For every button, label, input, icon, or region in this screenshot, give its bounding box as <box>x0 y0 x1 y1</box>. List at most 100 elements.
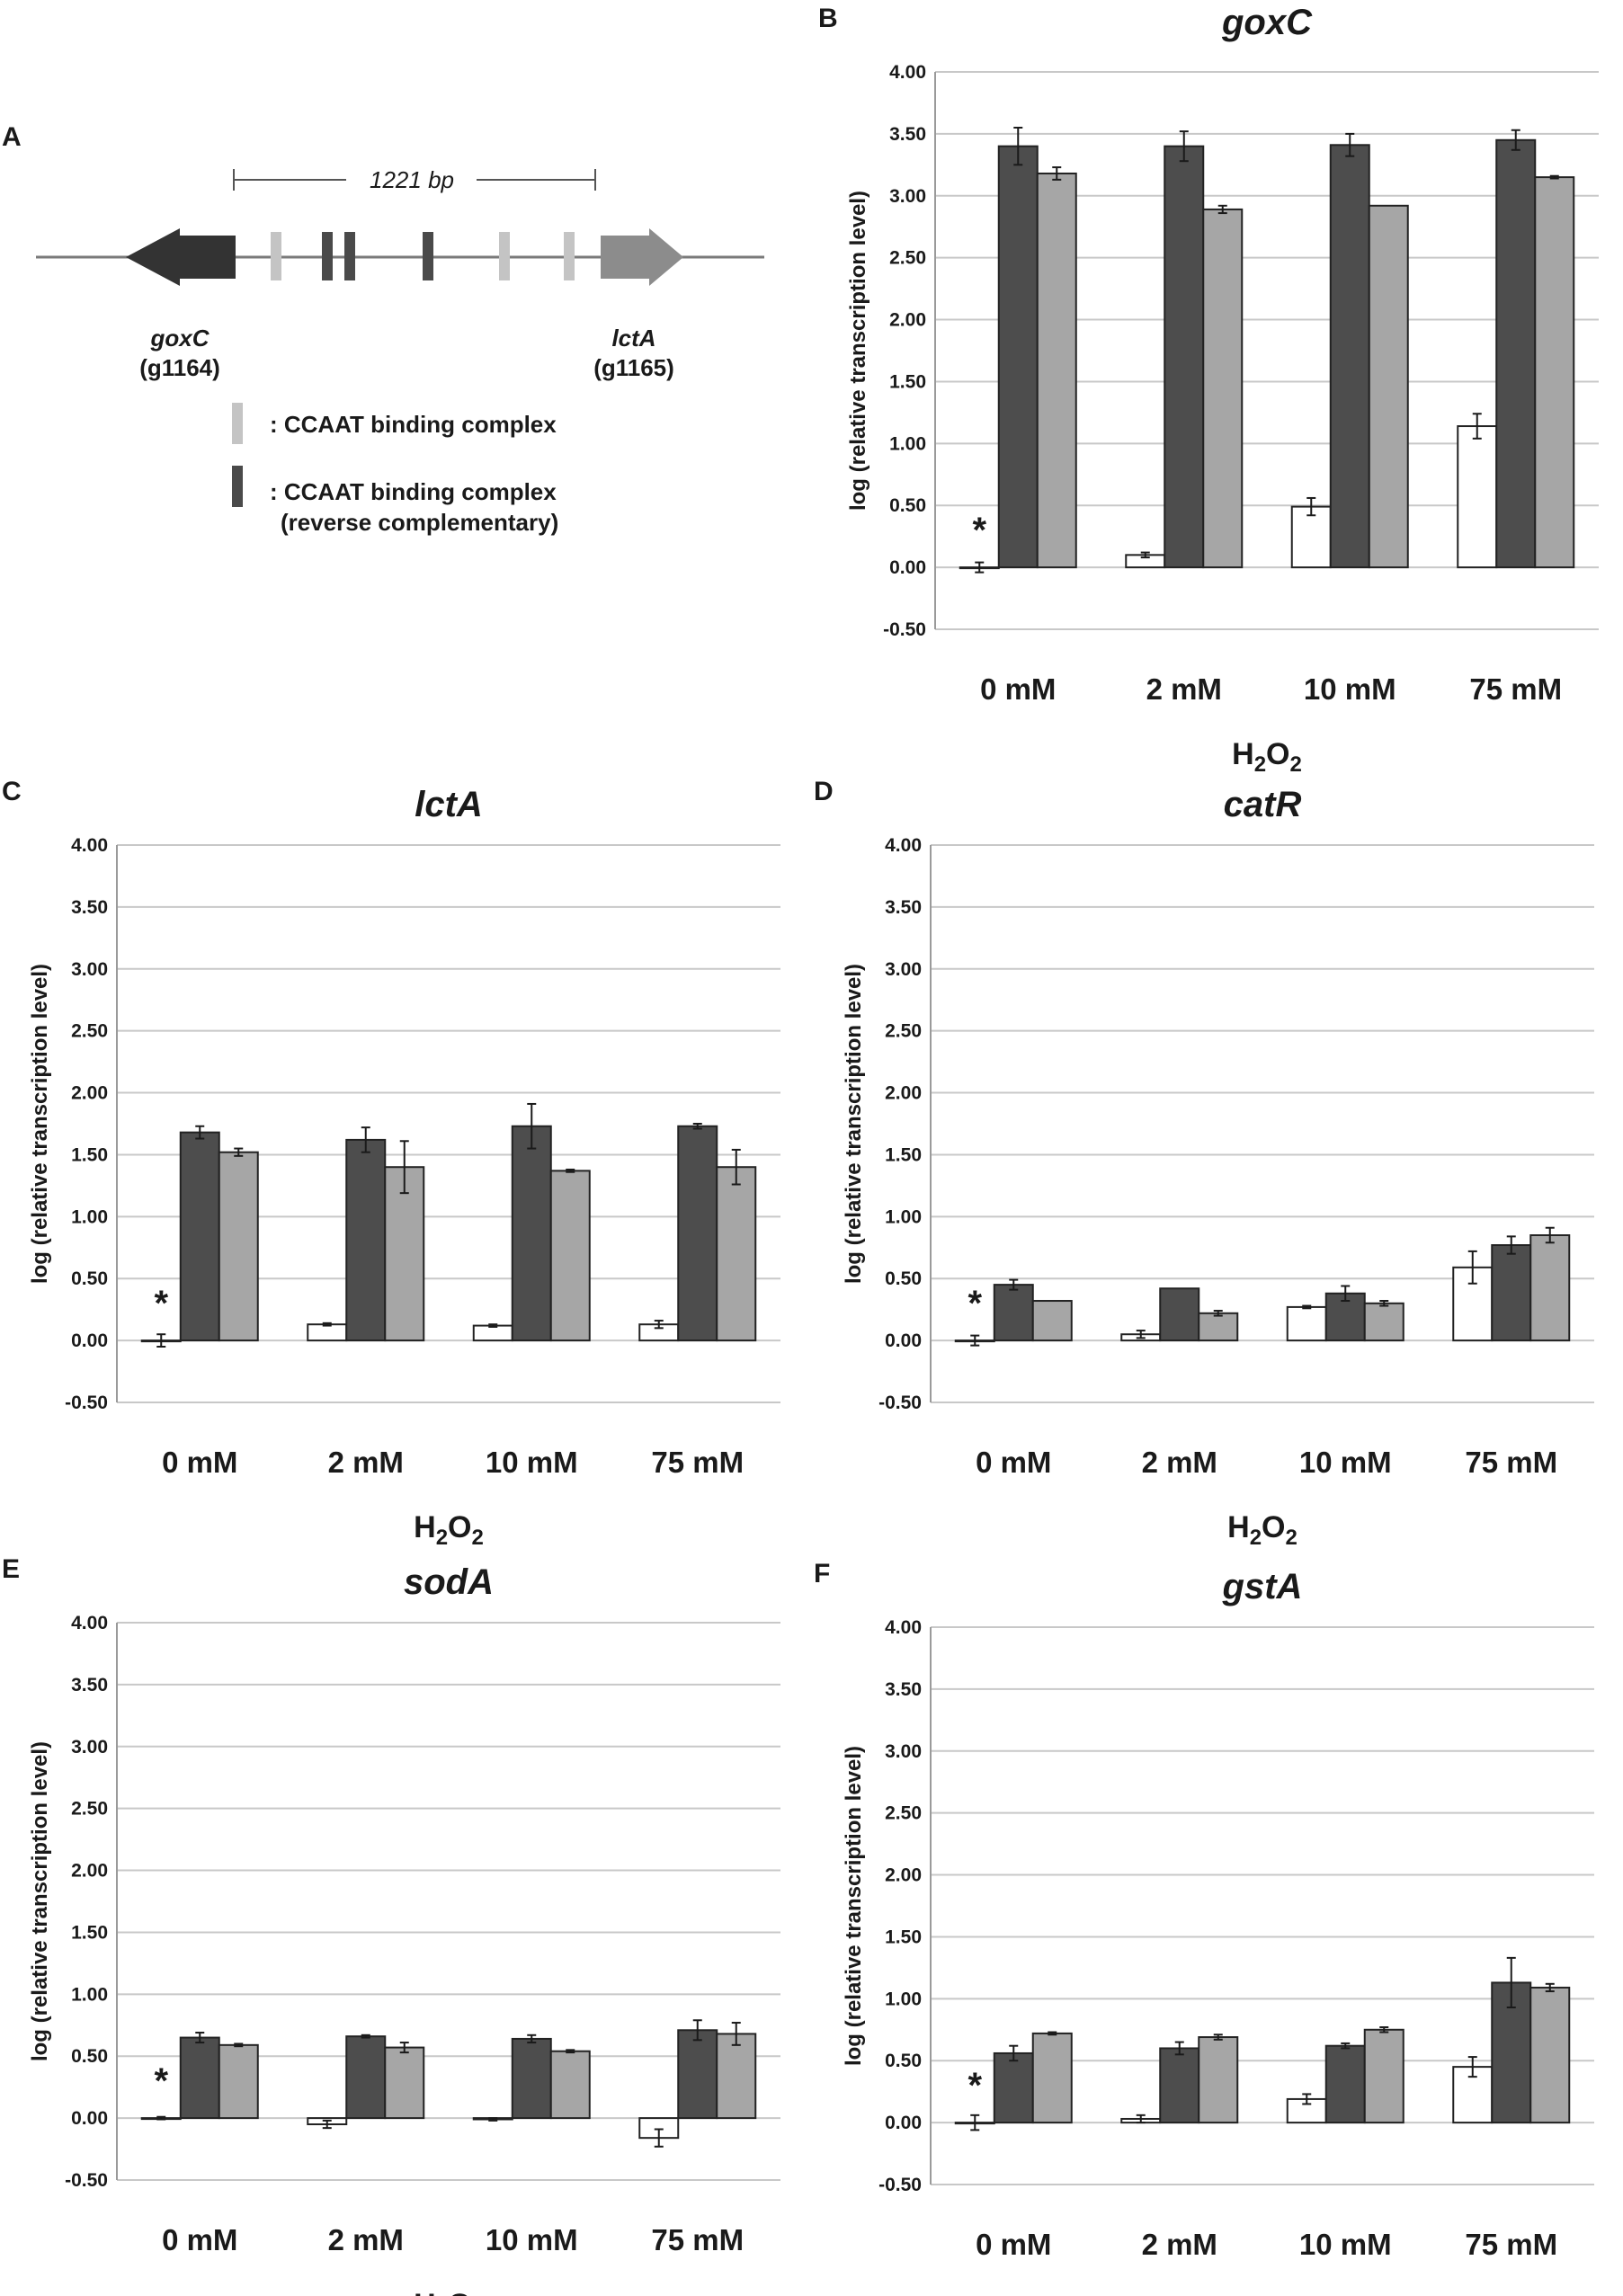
y-axis-label: log (relative transcription level) <box>842 1746 866 2066</box>
x-tick-label: 0 mM <box>976 2228 1051 2261</box>
y-tick-label: 1.50 <box>71 1144 108 1165</box>
y-tick-label: 1.00 <box>71 1984 108 2005</box>
y-tick-label: 3.00 <box>885 959 922 980</box>
y-tick-label: 2.50 <box>71 1021 108 1042</box>
significance-star: * <box>968 2066 982 2105</box>
legend-swatch-dark <box>232 466 243 507</box>
y-tick-label: 3.00 <box>885 1741 922 1762</box>
bar-series-3 <box>716 1166 757 1342</box>
x-tick-label: 0 mM <box>976 1446 1051 1479</box>
x-tick-label: 10 mM <box>1299 2228 1392 2261</box>
bar-series-1 <box>472 1324 513 1342</box>
bar-series-3 <box>218 2043 259 2120</box>
x-tick-label: 0 mM <box>162 2223 237 2256</box>
significance-star: * <box>154 1284 168 1323</box>
x-tick-label: 10 mM <box>486 1446 578 1479</box>
y-tick-label: 0.00 <box>885 1330 922 1351</box>
bar-series-3 <box>1529 1986 1571 2124</box>
y-tick-label: 1.00 <box>885 1206 922 1227</box>
y-tick-label: 1.00 <box>71 1206 108 1227</box>
y-tick-label: 2.50 <box>885 1021 922 1042</box>
bar-series-3 <box>1031 1300 1073 1342</box>
bar-series-3 <box>1031 2032 1073 2124</box>
ccaat-site-dark <box>344 232 355 280</box>
bar-series-3 <box>549 2050 591 2120</box>
x-axis-label: H2O2 <box>1227 2292 1298 2296</box>
x-tick-label: 75 mM <box>1465 1446 1557 1479</box>
x-tick-label: 2 mM <box>328 2223 404 2256</box>
bar-series-3 <box>549 1170 591 1342</box>
bar-series-2 <box>1495 138 1537 569</box>
bar-series-3 <box>1363 2028 1405 2124</box>
y-tick-label: -0.50 <box>65 2170 108 2191</box>
y-tick-label: 4.00 <box>71 835 108 856</box>
panel-letter: D <box>814 777 834 806</box>
y-axis-label: log (relative transcription level) <box>846 191 870 511</box>
y-tick-label: 1.00 <box>889 433 926 454</box>
y-tick-label: 3.00 <box>889 186 926 207</box>
bar-series-2 <box>345 2035 387 2120</box>
y-tick-label: 0.50 <box>885 1268 922 1289</box>
bar-series-3 <box>1368 204 1409 569</box>
y-tick-label: 2.00 <box>889 310 926 331</box>
bar-series-2 <box>179 2036 220 2120</box>
bar-series-3 <box>716 2033 757 2120</box>
y-axis-label: log (relative transcription level) <box>28 964 52 1284</box>
y-tick-label: 4.00 <box>885 835 922 856</box>
y-tick-label: 0.50 <box>71 2046 108 2067</box>
bar-series-2 <box>1159 1287 1200 1342</box>
bar-series-2 <box>1324 2044 1366 2124</box>
y-tick-label: 2.00 <box>71 1083 108 1104</box>
x-tick-label: 2 mM <box>1142 2228 1217 2261</box>
significance-star: * <box>968 1284 982 1323</box>
y-tick-label: 0.00 <box>889 557 926 578</box>
x-tick-label: 2 mM <box>328 1446 404 1479</box>
y-tick-label: 2.00 <box>885 1865 922 1886</box>
x-axis-label: H2O2 <box>414 2288 484 2296</box>
bar-series-2 <box>677 2029 718 2120</box>
bar-series-3 <box>1198 2036 1239 2124</box>
lcta-gene-id: (g1165) <box>593 354 674 381</box>
y-tick-label: 3.50 <box>885 897 922 918</box>
y-tick-label: 1.50 <box>885 1144 922 1165</box>
bar-series-3 <box>1363 1302 1405 1342</box>
bar-series-3 <box>1198 1312 1239 1342</box>
panel-letter: B <box>818 4 838 33</box>
panel-letter: E <box>2 1554 20 1584</box>
chart-title: lctA <box>415 785 483 824</box>
lcta-gene-name: lctA <box>611 325 655 352</box>
y-tick-label: 3.00 <box>71 959 108 980</box>
significance-star: * <box>154 2061 168 2101</box>
x-tick-label: 10 mM <box>1304 672 1396 706</box>
panel-a-letter: A <box>2 122 22 152</box>
y-tick-label: -0.50 <box>878 2175 922 2195</box>
y-tick-label: -0.50 <box>65 1393 108 1413</box>
panel-letter: F <box>814 1559 830 1589</box>
y-tick-label: 4.00 <box>885 1617 922 1638</box>
x-tick-label: 10 mM <box>486 2223 578 2256</box>
legend-dark-label: : CCAAT binding complex <box>270 478 557 505</box>
y-tick-label: 3.00 <box>71 1737 108 1758</box>
legend-swatch-light <box>232 403 243 444</box>
bar-series-2 <box>1164 145 1205 569</box>
y-tick-label: 0.00 <box>71 1330 108 1351</box>
lcta-gene-arrow <box>601 228 683 286</box>
bar-series-2 <box>511 2037 552 2120</box>
bar-series-3 <box>1534 176 1575 569</box>
y-tick-label: 1.00 <box>885 1989 922 2009</box>
y-tick-label: 1.50 <box>885 1927 922 1947</box>
goxc-gene-arrow <box>126 228 236 286</box>
y-tick-label: 3.50 <box>71 1675 108 1695</box>
panel-letter: C <box>2 777 22 806</box>
x-tick-label: 2 mM <box>1146 672 1222 706</box>
goxc-gene-id: (g1164) <box>139 354 220 381</box>
y-tick-label: 2.50 <box>889 248 926 269</box>
bar-series-3 <box>1036 172 1077 569</box>
bar-series-3 <box>1529 1234 1571 1342</box>
x-tick-label: 0 mM <box>162 1446 237 1479</box>
x-tick-label: 75 mM <box>1469 672 1562 706</box>
y-tick-label: 4.00 <box>71 1613 108 1633</box>
